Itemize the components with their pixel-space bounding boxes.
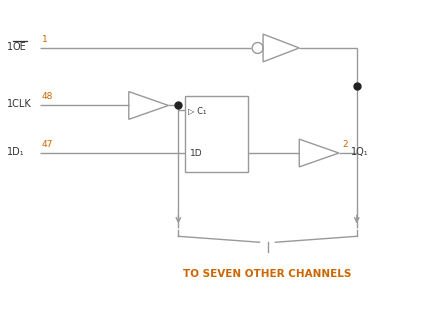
Text: 1D: 1D (190, 149, 203, 158)
Text: 2: 2 (342, 140, 347, 149)
Text: ▷ C₁: ▷ C₁ (188, 106, 206, 115)
Text: 1: 1 (41, 35, 47, 44)
Text: 48: 48 (41, 93, 53, 101)
Text: 1CLK: 1CLK (7, 100, 32, 110)
Text: 1Q₁: 1Q₁ (351, 147, 368, 157)
Text: 1: 1 (7, 42, 13, 52)
Bar (185, 95, 248, 172)
Text: TO SEVEN OTHER CHANNELS: TO SEVEN OTHER CHANNELS (183, 269, 352, 279)
Text: OE: OE (13, 42, 26, 52)
Text: 47: 47 (41, 140, 53, 149)
Text: 1D₁: 1D₁ (7, 147, 25, 157)
